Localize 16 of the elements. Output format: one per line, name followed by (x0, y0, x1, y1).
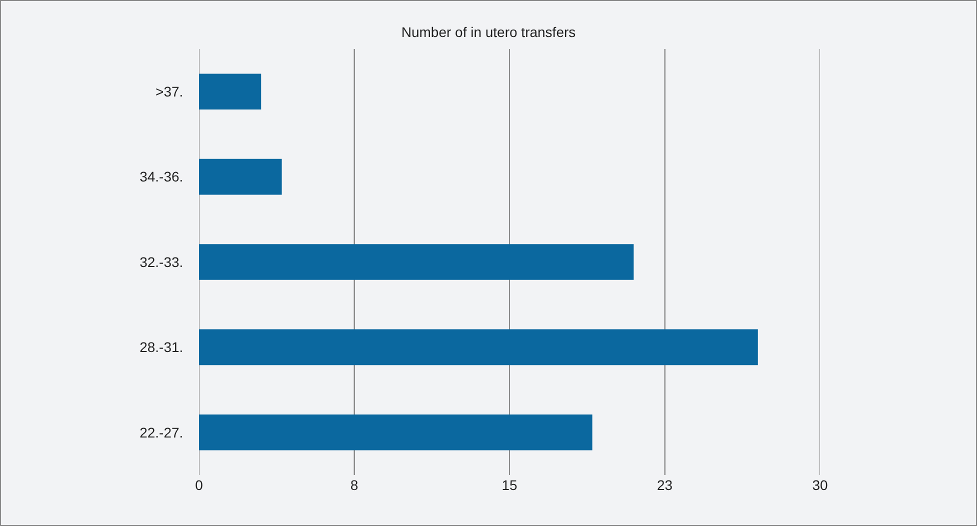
bar (199, 244, 634, 280)
bar (199, 158, 282, 195)
x-tick-label: 0 (195, 477, 204, 493)
x-tick-label: 30 (812, 477, 828, 493)
chart-title: Number of in utero transfers (401, 24, 576, 40)
y-tick-label: 32.-33. (140, 254, 184, 270)
bar (199, 329, 758, 366)
y-tick-label: >37. (156, 84, 184, 100)
bar (199, 74, 262, 110)
y-tick-label: 22.-27. (140, 424, 184, 440)
x-tick-label: 23 (656, 477, 673, 493)
y-tick-label: 34.-36. (140, 168, 184, 185)
bar (199, 414, 592, 450)
x-tick-label: 8 (350, 477, 358, 493)
x-tick-label: 15 (502, 477, 518, 493)
y-tick-label: 28.-31. (140, 339, 184, 356)
